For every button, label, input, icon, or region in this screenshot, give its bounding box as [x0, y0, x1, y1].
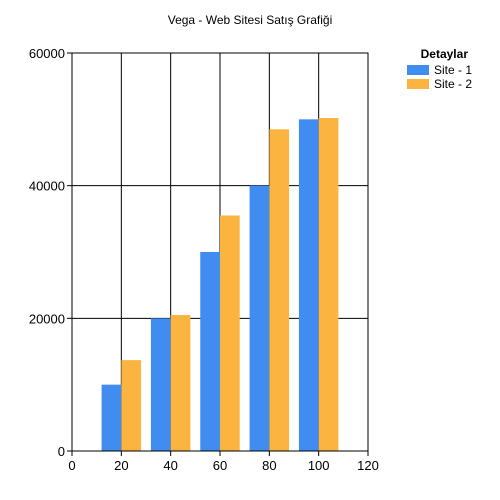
legend-label-2: Site - 2 — [434, 77, 472, 91]
bar-1-60 — [200, 252, 220, 451]
legend-title: Detaylar — [421, 47, 469, 61]
bar-1-40 — [150, 318, 171, 451]
x-tick-label: 0 — [68, 458, 75, 473]
legend-swatch-1 — [407, 65, 429, 75]
bar-1-100 — [298, 119, 319, 451]
legend-label-1: Site - 1 — [434, 63, 472, 77]
bar-2-20 — [121, 360, 142, 451]
legend-swatch-2 — [407, 79, 429, 89]
x-tick-label: 80 — [262, 458, 276, 473]
bar-1-80 — [249, 185, 270, 451]
y-tick-label: 60000 — [29, 46, 65, 61]
bar-2-100 — [318, 118, 339, 452]
y-tick-label: 0 — [58, 444, 65, 459]
y-tick-label: 20000 — [29, 311, 65, 326]
x-tick-label: 60 — [213, 458, 227, 473]
chart-title: Vega - Web Sitesi Satış Grafiği — [168, 13, 333, 27]
x-tick-label: 40 — [163, 458, 177, 473]
x-tick-label: 120 — [357, 458, 379, 473]
x-tick-label: 20 — [114, 458, 128, 473]
x-tick-label: 100 — [308, 458, 330, 473]
bar-2-80 — [269, 129, 290, 452]
bar-1-20 — [101, 384, 122, 451]
bar-2-40 — [170, 315, 191, 451]
plot-area: 0 20 40 60 80 100 120 0 20000 40000 60000 — [29, 46, 379, 473]
y-tick-label: 40000 — [29, 179, 65, 194]
bar-2-60 — [220, 215, 240, 451]
